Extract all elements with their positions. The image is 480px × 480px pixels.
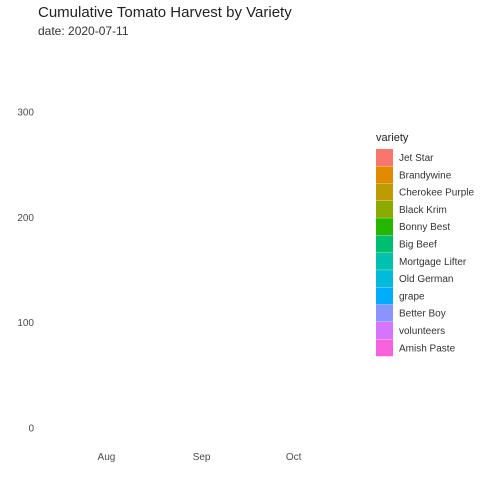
y-axis: 0 100 200 300 bbox=[17, 108, 34, 435]
legend-swatch bbox=[376, 218, 393, 236]
legend-label: Brandywine bbox=[399, 170, 452, 181]
legend-swatch bbox=[376, 200, 393, 218]
legend-swatch bbox=[376, 270, 393, 288]
legend-label: Better Boy bbox=[399, 309, 446, 320]
legend-label: Cherokee Purple bbox=[399, 188, 474, 199]
x-tick-label: Oct bbox=[286, 452, 302, 463]
x-axis: Aug Sep Oct bbox=[98, 452, 302, 463]
x-tick-label: Sep bbox=[193, 452, 211, 463]
legend-swatch bbox=[376, 166, 393, 184]
legend-label: Old German bbox=[399, 274, 453, 285]
legend-label: grape bbox=[399, 291, 425, 302]
legend-swatch bbox=[376, 304, 393, 322]
x-tick-label: Aug bbox=[98, 452, 116, 463]
legend-label: Black Krim bbox=[399, 205, 447, 216]
legend-swatch bbox=[376, 183, 393, 201]
legend-swatch bbox=[376, 322, 393, 339]
chart-title: Cumulative Tomato Harvest by Variety bbox=[38, 4, 292, 21]
legend-label: Big Beef bbox=[399, 240, 437, 251]
legend-title: variety bbox=[376, 132, 409, 144]
y-tick-label: 300 bbox=[17, 108, 34, 119]
legend-swatch bbox=[376, 287, 393, 305]
legend-swatch bbox=[376, 235, 393, 253]
y-tick-label: 100 bbox=[17, 318, 34, 329]
legend-swatch bbox=[376, 339, 393, 357]
legend-swatch bbox=[376, 252, 393, 270]
legend-swatch bbox=[376, 149, 393, 166]
legend-label: Mortgage Lifter bbox=[399, 257, 467, 268]
legend-label: Amish Paste bbox=[399, 343, 456, 354]
y-tick-label: 200 bbox=[17, 213, 34, 224]
legend-label: Jet Star bbox=[399, 153, 434, 164]
legend-label: volunteers bbox=[399, 326, 445, 337]
legend-label: Bonny Best bbox=[399, 222, 450, 233]
chart-subtitle: date: 2020-07-11 bbox=[38, 24, 129, 38]
y-tick-label: 0 bbox=[28, 424, 34, 435]
legend: variety Jet Star Brandywine Cherokee Purpl… bbox=[376, 132, 474, 357]
